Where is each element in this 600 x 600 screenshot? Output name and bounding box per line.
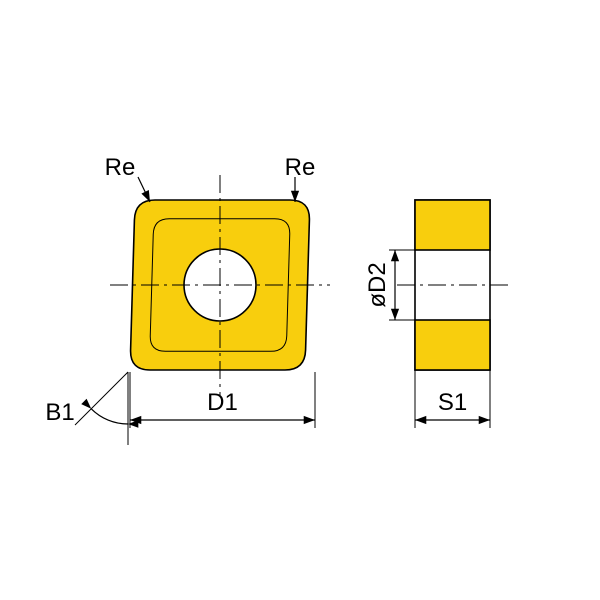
top-view: Re Re D1 B1 <box>45 154 330 445</box>
label-re-left: Re <box>105 154 136 181</box>
svg-text:S1: S1 <box>438 389 467 416</box>
side-view: øD2 S1 <box>364 200 508 428</box>
svg-text:øD2: øD2 <box>364 262 391 307</box>
label-re-right: Re <box>285 154 316 181</box>
svg-text:D1: D1 <box>207 389 238 416</box>
label-b1: B1 <box>45 399 74 426</box>
